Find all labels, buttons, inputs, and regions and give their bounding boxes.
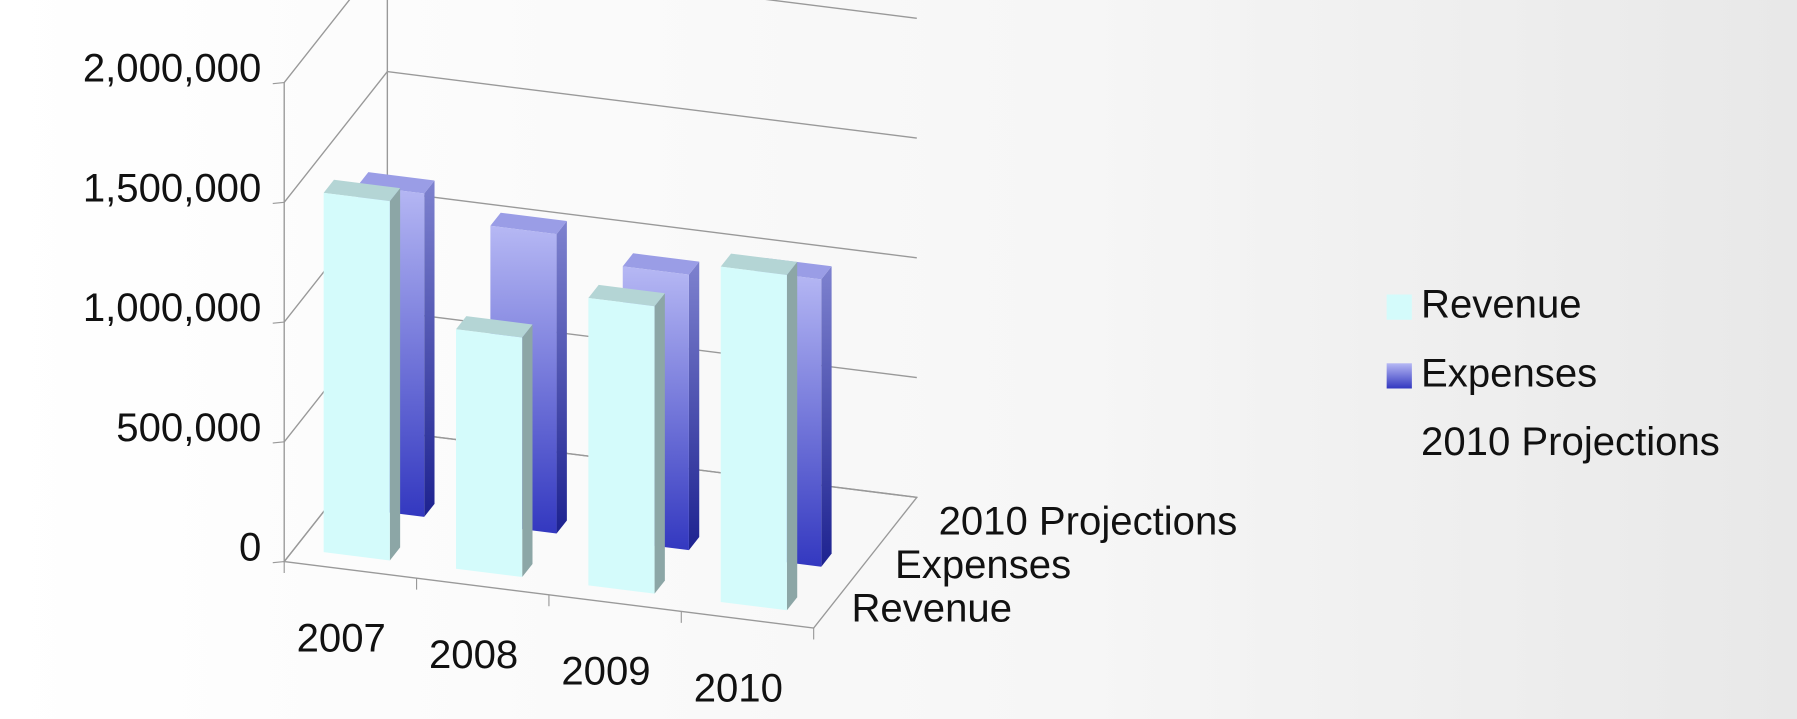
bar — [323, 192, 390, 561]
grid-line — [283, 0, 917, 83]
tick-mark — [272, 321, 285, 324]
bar-top — [588, 284, 665, 307]
depth-label: 2010 Projections — [939, 499, 1238, 543]
legend-swatch — [1386, 363, 1412, 389]
bar-side — [821, 266, 832, 567]
bar-top — [358, 172, 435, 194]
bar-top — [490, 212, 567, 235]
bar-top — [323, 179, 401, 202]
bar-side — [522, 324, 533, 578]
bar-top — [456, 316, 533, 338]
bar-top — [720, 253, 798, 275]
bar — [456, 329, 523, 578]
plot: 0 500,000 1,000,000 1,500,000 2,000,000 2007 2… — [83, 0, 1720, 710]
tick-mark — [272, 201, 285, 204]
y-tick-label: 500,000 — [116, 406, 261, 450]
x-tick-label: 2007 — [297, 616, 386, 660]
bar-top — [622, 253, 700, 275]
bar-side — [786, 261, 798, 611]
bar-side — [654, 293, 665, 594]
y-tick-label: 2,000,000 — [83, 47, 261, 91]
tick-mark — [272, 81, 285, 85]
depth-label: Revenue — [851, 586, 1012, 630]
legend-label: Revenue — [1421, 283, 1582, 327]
legend-label: Expenses — [1421, 351, 1597, 395]
bar — [720, 266, 787, 611]
legend-label: 2010 Projections — [1421, 420, 1720, 464]
y-tick-label: 1,000,000 — [83, 286, 261, 330]
tick-mark — [272, 441, 285, 444]
x-tick-label: 2009 — [561, 650, 650, 694]
bar-side — [424, 180, 435, 517]
depth-label: Expenses — [895, 543, 1071, 587]
bar-side — [688, 261, 700, 551]
bar — [588, 297, 655, 594]
y-tick-label: 1,500,000 — [83, 166, 261, 210]
tick-mark — [272, 560, 285, 564]
x-tick-label: 2008 — [429, 633, 518, 677]
x-tick-label: 2010 — [694, 666, 783, 710]
bar-side — [389, 188, 401, 561]
legend-swatch — [1386, 294, 1412, 320]
y-tick-label: 0 — [239, 526, 261, 570]
bar-side — [556, 221, 567, 534]
